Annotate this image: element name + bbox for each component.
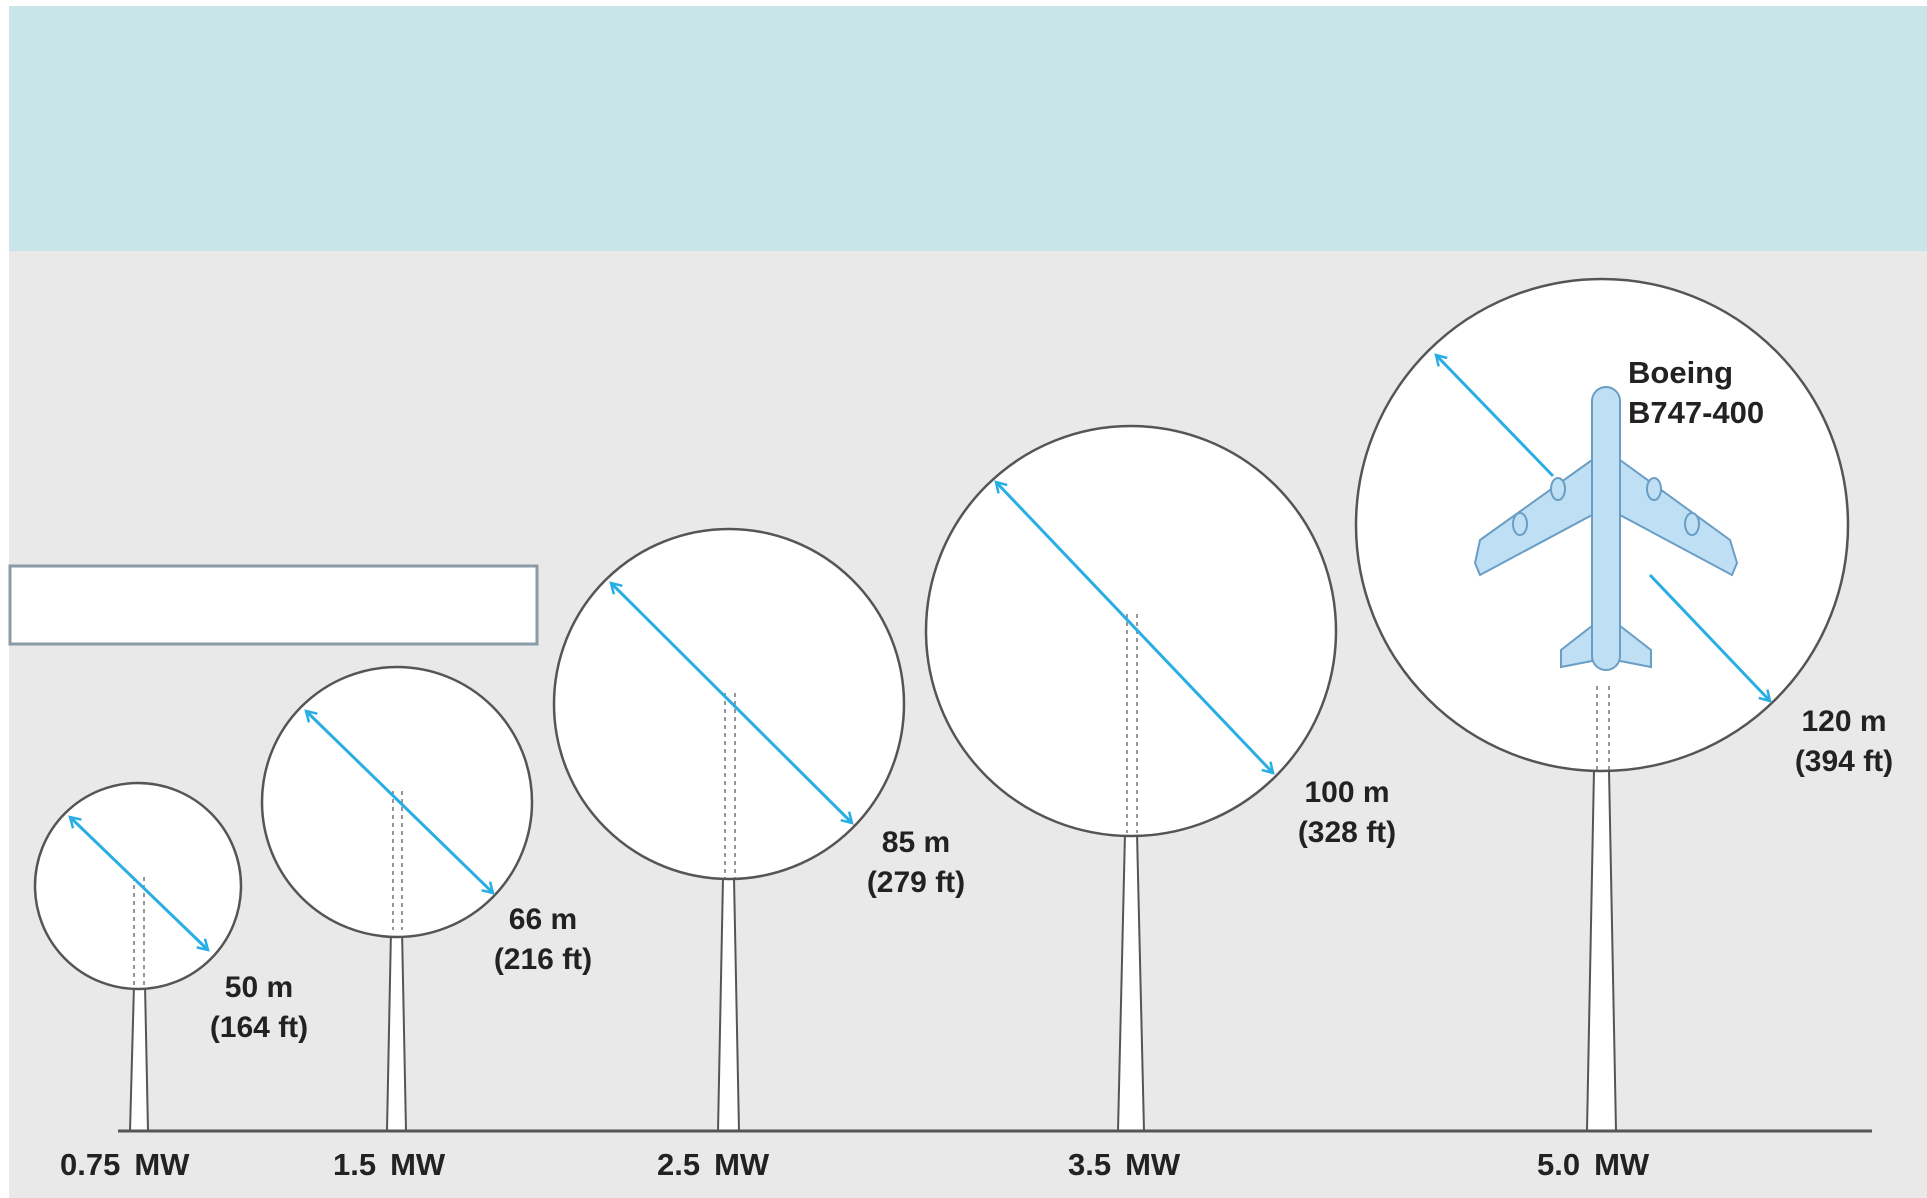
diameter-meters: 66 m [509, 903, 577, 936]
double-headed-arrow-icon [70, 817, 208, 950]
rotor-disc [260, 665, 534, 939]
double-headed-arrow-icon [1436, 355, 1555, 478]
turbine-3-5-mw: 100 m (328 ft) 3.5 MW [924, 424, 1396, 1182]
plane-engine [1646, 477, 1662, 501]
plane-fuselage [1591, 386, 1621, 671]
diameter-feet: (328 ft) [1298, 816, 1396, 849]
rating-label: 5.0 MW [1537, 1147, 1650, 1182]
tower [386, 929, 407, 1132]
turbine-0-75-mw: 50 m (164 ft) 0.75 MW [33, 781, 308, 1182]
diameter-feet: (279 ft) [867, 866, 965, 899]
turbine-2-5-mw: 85 m (279 ft) 2.5 MW [552, 527, 965, 1182]
double-headed-arrow-icon [996, 482, 1273, 773]
double-headed-arrow-icon [1648, 573, 1770, 701]
aircraft-label-line1: Boeing [1628, 355, 1733, 390]
diameter-feet: (164 ft) [210, 1011, 308, 1044]
diameter-meters: 85 m [882, 826, 950, 859]
diameter-meters: 120 m [1801, 705, 1886, 738]
rotor-disc [33, 781, 243, 991]
double-headed-arrow-icon [306, 711, 493, 893]
rotor-disc [552, 527, 906, 881]
rating-label: 3.5 MW [1068, 1147, 1181, 1182]
diameter-meters: 100 m [1304, 776, 1389, 809]
rating-label: 0.75 MW [60, 1147, 190, 1182]
rotor-disc [924, 424, 1338, 838]
double-headed-arrow-icon [611, 583, 852, 823]
diameter-meters: 50 m [225, 971, 293, 1004]
rating-label: 1.5 MW [333, 1147, 446, 1182]
sky-band [9, 6, 1927, 251]
turbine-5-0-mw: Boeing B747-400 120 m (394 ft) 5.0 MW [1354, 277, 1893, 1182]
plane-engine [1684, 512, 1700, 536]
blank-label-box [8, 564, 539, 646]
aircraft-label-line2: B747-400 [1628, 395, 1764, 430]
airplane-icon [1473, 386, 1739, 671]
tower [129, 984, 149, 1132]
diameter-feet: (394 ft) [1795, 745, 1893, 778]
rating-label: 2.5 MW [657, 1147, 770, 1182]
plane-engine [1550, 477, 1566, 501]
diameter-feet: (216 ft) [494, 943, 592, 976]
plane-engine [1512, 512, 1528, 536]
turbine-1-5-mw: 66 m (216 ft) 1.5 MW [260, 665, 592, 1182]
